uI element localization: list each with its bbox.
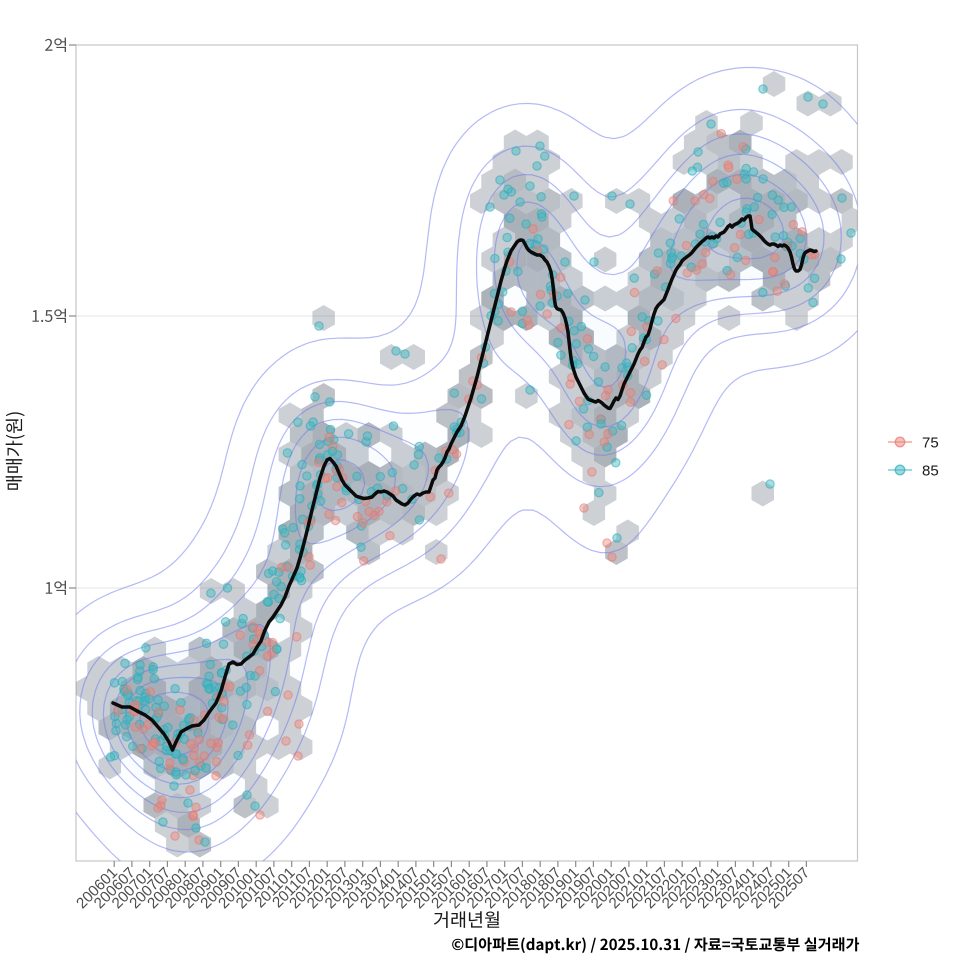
svg-text:85: 85 xyxy=(922,463,939,480)
svg-text:75: 75 xyxy=(922,435,939,452)
